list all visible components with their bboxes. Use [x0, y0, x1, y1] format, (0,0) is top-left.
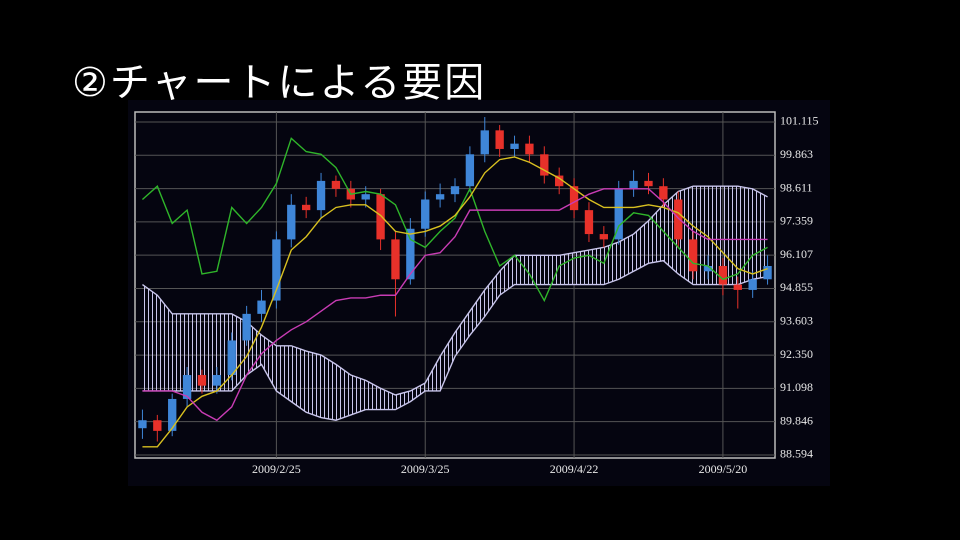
candle-body [569, 186, 579, 211]
candle-body [450, 186, 460, 195]
candle-body [257, 300, 266, 314]
candle-body [555, 175, 564, 187]
candle-body [510, 143, 519, 149]
candle-body [599, 234, 609, 240]
y-tick-label: 93.603 [780, 314, 813, 328]
candle-body [421, 199, 430, 229]
candle-body [584, 210, 594, 235]
candle-body [763, 265, 772, 280]
indicator-line [142, 156, 768, 448]
candle-body [168, 398, 177, 431]
candle-body [212, 375, 222, 386]
candle-body [391, 239, 400, 280]
candle-body [435, 194, 445, 200]
indicator-line [142, 188, 768, 422]
candle-body [748, 279, 757, 290]
y-tick-label: 97.359 [780, 214, 813, 228]
x-tick-label: 2009/3/25 [401, 462, 450, 476]
candle-body [361, 194, 370, 200]
x-tick-label: 2009/5/20 [699, 462, 748, 476]
candle-body [316, 180, 326, 211]
candle-body [629, 180, 638, 189]
indicator-line [141, 137, 768, 303]
candle-body [227, 340, 236, 376]
candle-body [614, 188, 623, 240]
candle-body [688, 239, 698, 272]
candle-body [718, 265, 728, 285]
candle-body [242, 313, 251, 341]
candle-body [272, 239, 281, 301]
candle-body [540, 154, 549, 176]
candle-body [644, 180, 653, 187]
candle-body [153, 420, 162, 431]
x-tick-label: 2009/4/22 [550, 462, 599, 476]
slide-title: ②チャートによる要因 [72, 60, 487, 106]
candle-body [138, 420, 147, 429]
candle-body [480, 130, 489, 155]
candle-body [301, 204, 311, 211]
y-tick-label: 99.863 [780, 147, 813, 161]
candle-body [659, 186, 668, 200]
candle-body [376, 194, 385, 240]
y-tick-label: 101.115 [780, 114, 819, 128]
y-tick-label: 98.611 [780, 180, 813, 194]
candle-body [465, 154, 475, 187]
x-tick-label: 2009/2/25 [252, 462, 301, 476]
candle-body [331, 180, 341, 189]
candle-body [703, 265, 713, 272]
y-tick-label: 96.107 [780, 247, 813, 261]
candle-body [733, 284, 742, 290]
y-tick-label: 92.350 [780, 347, 813, 361]
candle-body [287, 204, 296, 240]
plot-frame [134, 111, 776, 459]
candle-body [406, 228, 415, 280]
candle-body [182, 375, 192, 399]
candle-body [197, 375, 207, 386]
y-tick-label: 88.594 [780, 447, 813, 461]
candle-body [525, 143, 534, 155]
candle-body [495, 130, 504, 149]
chart-background [128, 100, 830, 486]
candle-body [674, 199, 683, 240]
y-tick-label: 89.846 [780, 413, 813, 427]
y-tick-label: 91.098 [780, 380, 813, 394]
y-tick-label: 94.855 [780, 280, 813, 294]
